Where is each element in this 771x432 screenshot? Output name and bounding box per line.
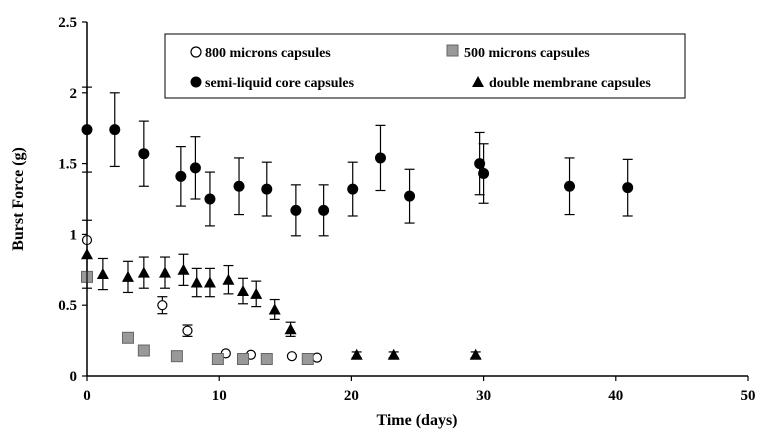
legend-marker-filled-circle [190,76,202,88]
data-point-gray-square [260,353,273,366]
data-point-filled-circle [564,180,576,192]
x-tick-label: 30 [476,388,491,404]
data-point-filled-circle [347,183,359,195]
legend: 800 microns capsules 500 microns capsule… [164,33,686,99]
data-point-gray-square [137,344,150,357]
y-tick-label: 2.5 [58,15,77,31]
data-point-filled-circle [374,152,386,164]
data-point-gray-square [121,331,134,344]
data-point-filled-circle [474,158,486,170]
series-circle-open [81,234,323,363]
data-point-filled-circle [81,124,93,136]
legend-label-800-microns: 800 microns capsules [205,46,331,61]
data-point-triangle [177,263,190,275]
data-point-gray-square [236,353,249,366]
data-point-filled-circle [175,170,187,182]
legend-marker-gray-square [446,44,459,57]
data-point-open-circle [157,300,168,311]
series-circle-filled [81,86,634,237]
data-point-triangle [137,266,150,278]
data-point-filled-circle [290,204,302,216]
data-point-triangle [121,270,134,282]
data-point-triangle [387,348,400,360]
data-point-filled-circle [189,162,201,174]
data-point-gray-square [301,353,314,366]
data-point-triangle [96,268,109,280]
y-tick-label: 0 [70,369,78,385]
data-point-triangle [190,276,203,288]
data-point-triangle [203,276,216,288]
data-point-triangle [81,248,93,260]
legend-item-semi-liquid: semi-liquid core capsules [190,76,355,91]
legend-marker-triangle [472,76,484,87]
data-point-filled-circle [109,124,121,136]
data-point-triangle [350,348,363,360]
y-axis-title: Burst Force (g) [10,147,27,251]
legend-box [164,33,686,99]
data-point-gray-square [170,350,183,363]
data-point-open-circle [286,351,298,362]
data-point-filled-circle [404,190,416,202]
data-point-filled-circle [318,204,330,216]
legend-item-800-microns: 800 microns capsules [190,46,331,61]
legend-label-semi-liquid: semi-liquid core capsules [205,76,355,91]
legend-label-500-microns: 500 microns capsules [464,46,590,61]
data-point-gray-square [211,353,224,366]
y-tick-label: 0.5 [58,298,77,314]
data-point-triangle [469,348,482,360]
data-point-filled-circle [478,168,490,180]
data-point-filled-circle [261,183,273,195]
x-tick-label: 20 [344,388,359,404]
legend-item-500-microns: 500 microns capsules [446,44,590,61]
data-point-triangle [284,323,297,335]
ticks: 0 10 20 30 40 50 0 0.5 1 1.5 2 2.5 [58,15,755,404]
data-point-filled-circle [622,182,634,194]
x-tick-label: 0 [83,388,91,404]
data-point-triangle [222,273,235,285]
data-point-triangle [236,285,249,297]
series-layer [81,86,634,366]
data-point-open-circle [311,352,323,363]
data-point-triangle [158,266,171,278]
data-point-filled-circle [233,180,245,192]
y-tick-label: 2 [70,86,78,102]
legend-marker-open-circle [190,46,202,58]
x-tick-label: 50 [741,388,756,404]
x-tick-label: 40 [608,388,623,404]
y-tick-label: 1 [70,227,78,243]
data-point-triangle [268,303,281,315]
axes [86,22,748,377]
data-point-triangle [250,287,263,299]
legend-item-double-membrane: double membrane capsules [472,76,651,91]
data-point-filled-circle [204,193,216,205]
series-triangle-filled [81,219,482,360]
x-tick-label: 10 [212,388,227,404]
data-point-filled-circle [138,148,150,160]
y-tick-label: 1.5 [58,157,77,173]
data-point-open-circle [182,325,193,336]
legend-label-double-membrane: double membrane capsules [489,76,651,91]
x-axis-title: Time (days) [376,412,457,429]
